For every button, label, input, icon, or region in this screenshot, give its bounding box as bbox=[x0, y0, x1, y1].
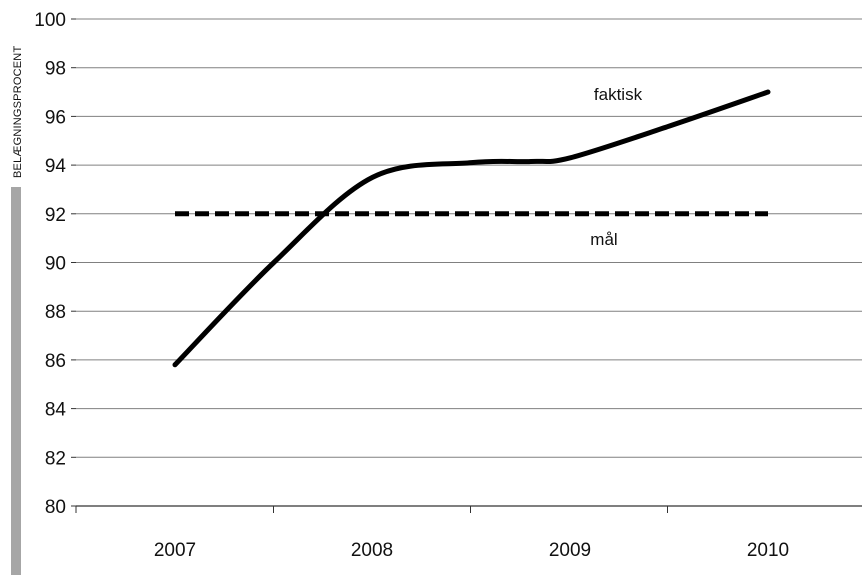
y-axis-accent-bar bbox=[11, 187, 21, 575]
x-tick-label-2009: 2009 bbox=[549, 540, 591, 561]
series-label-0: faktisk bbox=[594, 85, 643, 104]
y-tick-label-86: 86 bbox=[45, 351, 66, 372]
y-tick-label-96: 96 bbox=[45, 107, 66, 128]
y-axis-title: BELÆGNINGSPROCENT bbox=[12, 46, 24, 178]
series-lines bbox=[172, 89, 771, 368]
y-tick-label-88: 88 bbox=[45, 302, 66, 323]
y-tick-label-92: 92 bbox=[45, 205, 66, 226]
x-tick-label-2010: 2010 bbox=[747, 540, 789, 561]
x-tick-label-2007: 2007 bbox=[154, 540, 196, 561]
gridlines bbox=[76, 18, 862, 507]
y-tick-label-100: 100 bbox=[34, 10, 66, 31]
y-tick-label-98: 98 bbox=[45, 59, 66, 80]
y-tick-label-84: 84 bbox=[45, 400, 67, 421]
x-axis: 2007 2008 2009 2010 bbox=[75, 506, 789, 561]
x-tick-label-2008: 2008 bbox=[351, 540, 393, 561]
y-axis-ticks: 80 82 84 86 88 90 92 94 96 98 100 bbox=[34, 10, 76, 518]
y-tick-label-90: 90 bbox=[45, 254, 66, 275]
y-tick-label-80: 80 bbox=[45, 497, 66, 518]
y-tick-label-82: 82 bbox=[45, 448, 66, 469]
series-labels: faktisk mål bbox=[590, 85, 642, 249]
series-label-1: mål bbox=[590, 230, 617, 249]
series-line-0 bbox=[172, 89, 771, 368]
y-tick-label-94: 94 bbox=[45, 156, 67, 177]
